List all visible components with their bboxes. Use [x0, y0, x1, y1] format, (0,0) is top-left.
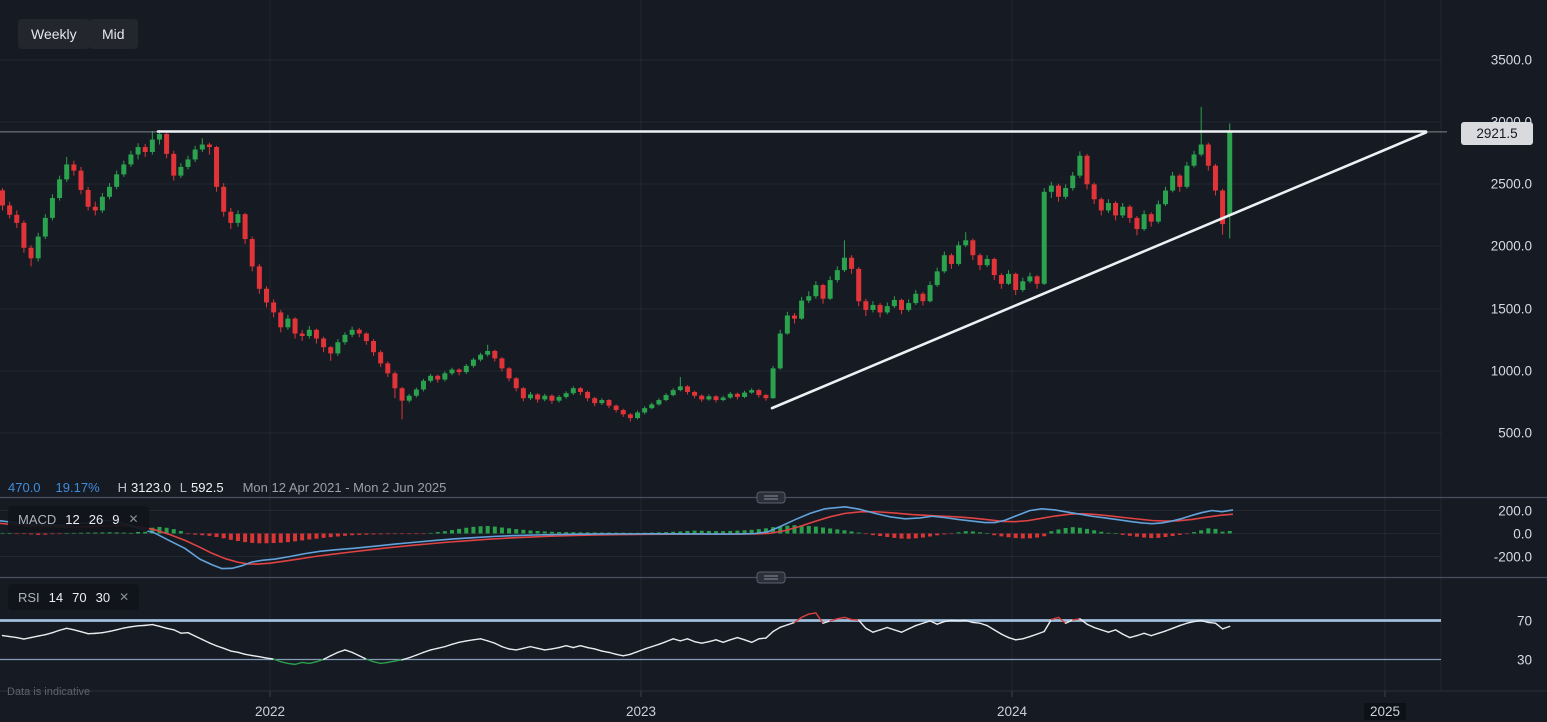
x-axis-year-label: 2024	[996, 704, 1028, 719]
macd-indicator-chip[interactable]: MACD 12 26 9 ✕	[8, 506, 149, 532]
x-axis-year-label: 2022	[254, 704, 286, 719]
y-axis-tick: 0.0	[1513, 526, 1532, 541]
high-label: H	[117, 479, 128, 495]
y-axis-tick: 70	[1516, 613, 1532, 628]
interval-label: Weekly	[31, 26, 77, 42]
low-label: L	[179, 479, 188, 495]
indicative-data-note: Data is indicative	[7, 686, 91, 698]
macd-close-icon[interactable]: ✕	[128, 512, 139, 526]
panel-resize-handle[interactable]	[756, 571, 786, 584]
indicator-param: 12	[65, 511, 80, 527]
indicator-param: 26	[88, 511, 104, 527]
rsi-close-icon[interactable]: ✕	[119, 590, 130, 604]
y-axis-tick: 30	[1516, 652, 1532, 667]
y-axis-tick: 1500.0	[1490, 301, 1532, 317]
low-value: 592.5	[191, 479, 224, 495]
y-axis-tick: 2000.0	[1490, 238, 1532, 254]
rsi-indicator-chip[interactable]: RSI 14 70 30 ✕	[8, 584, 140, 610]
y-axis-tick: 1000.0	[1490, 363, 1532, 379]
macd-params: 12 26 9	[56, 512, 119, 527]
panel-resize-handle[interactable]	[756, 491, 786, 504]
price-type-label: Mid	[102, 26, 125, 42]
interval-button[interactable]: Weekly	[18, 19, 90, 49]
change-percent: 19.17%	[55, 479, 100, 495]
indicator-param: 9	[112, 511, 120, 527]
chart-status-bar: 470.0 19.17% H 3123.0 L 592.5 Mon 12 Apr…	[8, 478, 446, 496]
price-type-button[interactable]: Mid	[89, 19, 138, 49]
y-axis-tick: 200.0	[1498, 503, 1532, 518]
rsi-params: 14 70 30	[40, 590, 110, 605]
macd-name: MACD	[18, 511, 57, 527]
indicator-param: 14	[48, 589, 64, 605]
x-axis-year-label: 2025	[1363, 703, 1407, 720]
y-axis-tick: 2500.0	[1490, 176, 1532, 192]
visible-range: Mon 12 Apr 2021 - Mon 2 Jun 2025	[242, 479, 447, 495]
high-value: 3123.0	[131, 479, 171, 495]
indicator-param: 30	[95, 589, 111, 605]
change-value: 470.0	[8, 479, 41, 495]
rsi-name: RSI	[18, 589, 40, 605]
x-axis-year-label: 2023	[625, 704, 657, 719]
y-axis-tick: 500.0	[1498, 425, 1532, 441]
y-axis-tick: -200.0	[1493, 549, 1532, 564]
indicator-param: 70	[72, 589, 87, 605]
current-price-tag: 2921.5	[1461, 122, 1533, 145]
y-axis-tick: 3500.0	[1490, 52, 1532, 68]
